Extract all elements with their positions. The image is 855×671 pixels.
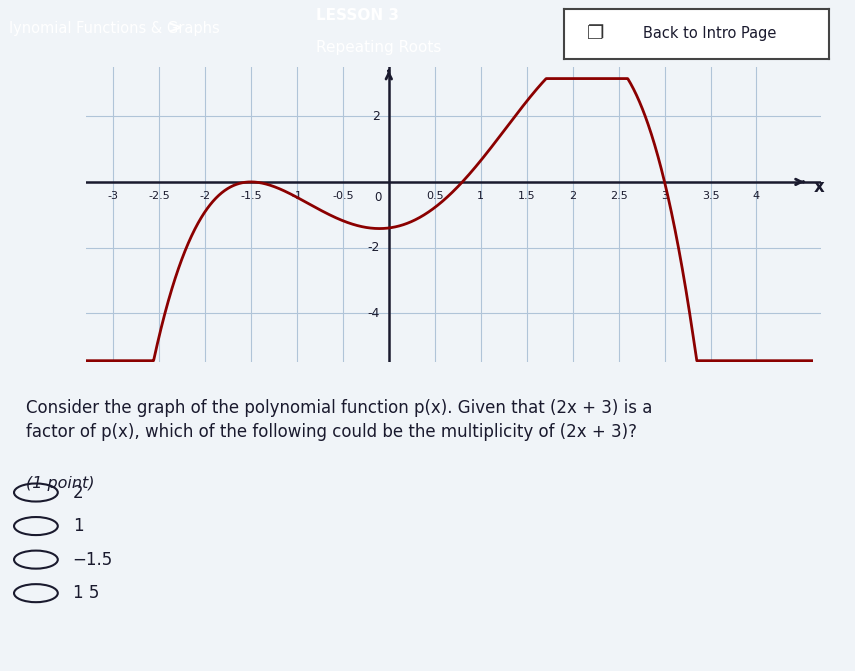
Text: 1.5: 1.5	[518, 191, 535, 201]
Text: >: >	[167, 19, 182, 38]
Text: -2: -2	[199, 191, 210, 201]
Text: 2: 2	[73, 484, 83, 501]
Text: lynomial Functions & Graphs: lynomial Functions & Graphs	[9, 21, 219, 36]
Text: 0: 0	[374, 191, 381, 204]
Text: 3: 3	[661, 191, 668, 201]
Text: 2.5: 2.5	[610, 191, 628, 201]
Text: -1.5: -1.5	[240, 191, 262, 201]
Text: ❐: ❐	[587, 24, 604, 44]
Text: -0.5: -0.5	[332, 191, 354, 201]
Text: 4: 4	[753, 191, 760, 201]
Text: 1 5: 1 5	[73, 584, 99, 602]
Text: 2: 2	[569, 191, 576, 201]
Text: 1: 1	[477, 191, 484, 201]
Text: Back to Intro Page: Back to Intro Page	[644, 26, 776, 42]
Text: -1: -1	[292, 191, 303, 201]
Text: 1: 1	[73, 517, 83, 535]
Text: -3: -3	[108, 191, 119, 201]
Text: x: x	[814, 178, 824, 196]
Text: -4: -4	[368, 307, 380, 319]
Text: LESSON 3: LESSON 3	[316, 9, 399, 23]
Text: −1.5: −1.5	[73, 551, 113, 568]
Text: factor of p(x), which of the following could be the multiplicity of (2x + 3)?: factor of p(x), which of the following c…	[26, 423, 637, 441]
Text: Consider the graph of the polynomial function p(x). Given that (2x + 3) is a: Consider the graph of the polynomial fun…	[26, 399, 652, 417]
Text: 3.5: 3.5	[702, 191, 719, 201]
Text: -2: -2	[368, 241, 380, 254]
Text: -2.5: -2.5	[148, 191, 170, 201]
Text: (1 point): (1 point)	[26, 476, 94, 491]
Text: Repeating Roots: Repeating Roots	[316, 40, 442, 55]
Text: 0.5: 0.5	[426, 191, 444, 201]
Text: 2: 2	[372, 110, 380, 123]
